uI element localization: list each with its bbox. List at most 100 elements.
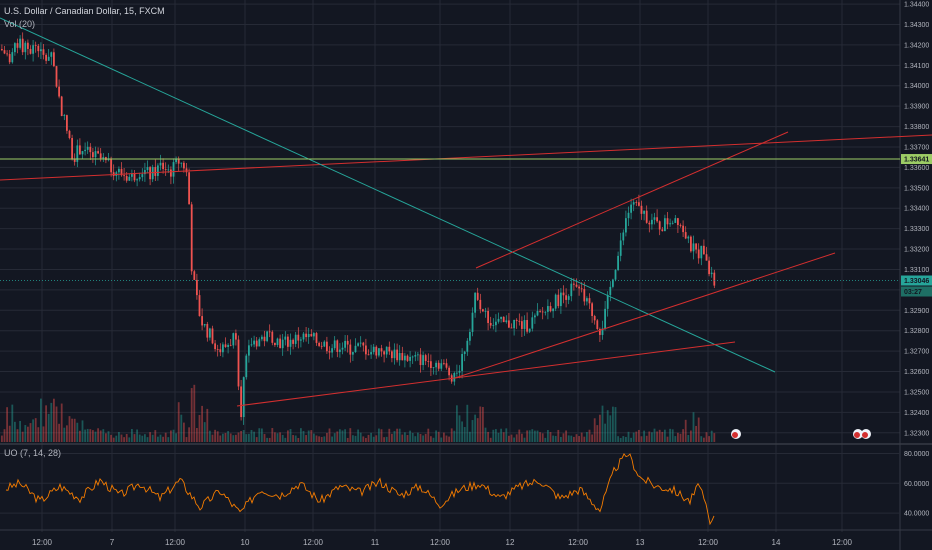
symbol-title: U.S. Dollar / Canadian Dollar, 15, FXCM — [4, 6, 165, 16]
volume-histogram — [1, 384, 716, 442]
volume-bar — [211, 434, 214, 442]
candle-body — [388, 346, 391, 352]
candle-body — [235, 333, 237, 340]
candle-body — [196, 279, 198, 296]
volume-bar — [378, 428, 380, 442]
time-tick-label: 12:00 — [568, 538, 589, 547]
candle-body — [645, 210, 648, 223]
volume-bar — [115, 435, 118, 442]
volume-bar — [362, 436, 365, 442]
candle-body — [554, 294, 557, 309]
event-icons[interactable] — [731, 429, 871, 439]
economic-event-icon-b[interactable] — [861, 429, 871, 439]
volume-bar — [456, 405, 458, 442]
volume-bar — [279, 432, 281, 442]
candle-body — [55, 66, 58, 87]
candle-body — [79, 145, 81, 155]
candle-body — [336, 340, 339, 352]
candle-body — [328, 351, 331, 353]
candle-body — [690, 236, 692, 252]
trendline-drawings[interactable] — [0, 17, 932, 407]
channel-line-upper — [475, 131, 789, 269]
candle-body — [279, 338, 281, 349]
candle-body — [531, 317, 534, 329]
level-price-tag: 1.33641 — [904, 157, 929, 164]
candle-body — [125, 176, 128, 181]
volume-bar — [183, 422, 185, 442]
candle-body — [544, 311, 547, 313]
volume-bar — [437, 431, 440, 442]
candle-body — [219, 349, 222, 353]
candle-body — [172, 162, 175, 177]
candle-body — [123, 175, 125, 177]
volume-bar — [552, 435, 554, 442]
candle-body — [294, 334, 297, 344]
volume-bar — [177, 402, 180, 442]
candle-body — [315, 333, 318, 343]
price-tick-label: 1.33700 — [904, 144, 929, 151]
candle-body — [627, 212, 630, 219]
volume-bar — [658, 429, 661, 442]
volume-bar — [406, 435, 409, 442]
volume-bar — [534, 430, 536, 442]
candle-body — [359, 342, 362, 344]
volume-bar — [365, 437, 367, 442]
economic-event-icon[interactable] — [731, 429, 741, 439]
economic-event-icon-a[interactable] — [853, 429, 863, 439]
candle-body — [94, 151, 97, 158]
volume-bar — [560, 436, 562, 442]
volume-legend[interactable]: Vol (20) — [4, 19, 35, 29]
candle-body — [253, 340, 255, 345]
volume-bar — [141, 435, 144, 442]
volume-bar — [677, 432, 679, 442]
volume-bar — [687, 435, 690, 442]
volume-bar — [118, 432, 120, 442]
volume-bar — [89, 429, 92, 442]
volume-bar — [170, 430, 172, 442]
time-tick-label: 12:00 — [303, 538, 324, 547]
volume-bar — [318, 436, 320, 442]
oscillator-legend[interactable]: UO (7, 14, 28) — [4, 448, 61, 458]
candle-body — [518, 320, 521, 322]
volume-bar — [45, 405, 47, 442]
volume-bar — [229, 433, 232, 442]
volume-bar — [162, 436, 164, 442]
volume-bar — [154, 430, 157, 442]
symbol-legend[interactable]: U.S. Dollar / Canadian Dollar, 15, FXCM — [4, 6, 165, 16]
candle-body — [406, 355, 409, 361]
volume-bar — [138, 434, 141, 442]
candle-body — [188, 172, 190, 205]
candle-body — [614, 270, 617, 280]
candle-body — [513, 319, 515, 329]
candle-body — [430, 361, 432, 369]
candle-body — [510, 327, 513, 329]
candle-body — [495, 321, 497, 326]
candle-body — [76, 145, 79, 162]
price-tick-label: 1.33300 — [904, 226, 929, 233]
candle-body — [461, 354, 463, 371]
oscillator-tick-label: 80.0000 — [904, 451, 929, 458]
volume-bar — [68, 416, 71, 442]
volume-bar — [479, 406, 482, 442]
volume-bar — [297, 437, 300, 442]
candle-body — [466, 340, 469, 352]
candle-body — [110, 158, 112, 173]
candle-body — [500, 316, 502, 319]
volume-bar — [144, 434, 146, 442]
volume-bar — [125, 433, 128, 442]
candle-body — [601, 328, 604, 335]
volume-bar — [346, 437, 349, 442]
volume-bar — [497, 432, 500, 442]
volume-bar — [489, 437, 492, 442]
time-tick-label: 12:00 — [832, 538, 853, 547]
candle-body — [261, 336, 263, 340]
volume-bar — [487, 431, 489, 442]
volume-bar — [422, 435, 424, 442]
candle-body — [370, 352, 372, 355]
oscillator-tick-label: 60.0000 — [904, 481, 929, 488]
candle-body — [232, 333, 235, 346]
candle-body — [393, 349, 396, 359]
candle-body — [596, 320, 599, 329]
candle-body — [68, 130, 71, 139]
